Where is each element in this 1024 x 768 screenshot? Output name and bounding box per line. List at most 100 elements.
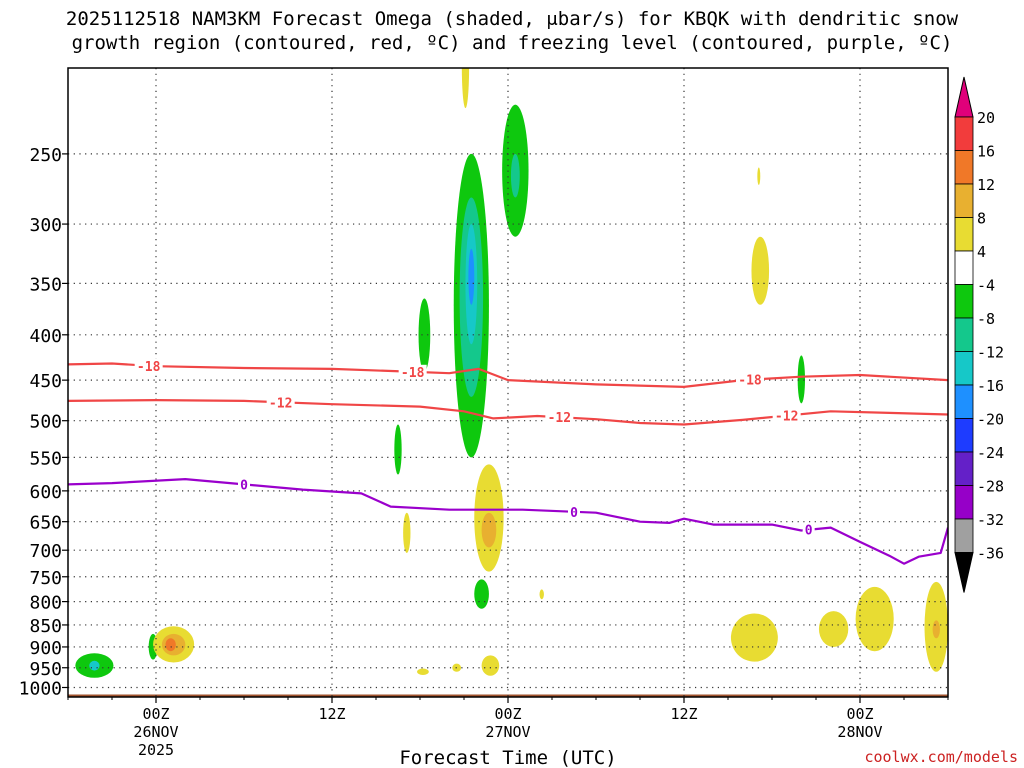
colorbar-label-12: 12 (977, 176, 995, 194)
y-tick-label-800: 800 (29, 593, 62, 614)
omega-region-6 (461, 68, 470, 109)
y-tick-label-1000: 1000 (19, 678, 62, 699)
colorbar-segment-7 (954, 317, 974, 352)
x-tick-label-48-1: 28NOV (837, 723, 882, 741)
y-tick-label-350: 350 (29, 274, 62, 295)
x-tick-label-48-0: 00Z (846, 705, 873, 723)
colorbar-segment-4 (954, 217, 974, 252)
colorbar-label--24: -24 (977, 444, 1004, 462)
omega-region-19 (539, 589, 544, 600)
colorbar-segment-5 (954, 250, 974, 285)
colorbar-label--20: -20 (977, 411, 1004, 429)
colorbar-segment-10 (954, 418, 974, 453)
isotherm-label-1-1: -12 (548, 411, 571, 426)
x-tick-label-24-0: 00Z (494, 705, 521, 723)
colorbar-segment-13 (954, 518, 974, 553)
omega-region-26 (797, 355, 805, 404)
colorbar-label-16: 16 (977, 143, 995, 161)
omega-region-12 (394, 424, 402, 475)
y-tick-label-450: 450 (29, 371, 62, 392)
colorbar-label-20: 20 (977, 109, 995, 127)
y-tick-label-500: 500 (29, 412, 62, 433)
colorbar-segment-6 (954, 284, 974, 319)
omega-region-10 (468, 248, 475, 305)
y-tick-label-400: 400 (29, 326, 62, 347)
colorbar-segment-1 (954, 116, 974, 151)
isotherm-label-2-0: 0 (240, 478, 248, 493)
omega-region-24 (751, 236, 770, 305)
colorbar-label--32: -32 (977, 511, 1004, 529)
colorbar: 20 16 12 8 4 -4 -8 -12 -16 -20 -24 -28 -32 -36 (954, 76, 1004, 593)
colorbar-segment-12 (954, 485, 974, 520)
isotherm-label-0-2: -18 (738, 374, 762, 389)
isotherm-label-bg-0-1 (398, 364, 427, 379)
x-tick-label-24-1: 27NOV (485, 723, 530, 741)
colorbar-arrow-bottom (954, 552, 974, 593)
watermark: coolwx.com/models (864, 748, 1018, 766)
isotherm-line-0 (68, 362, 948, 388)
colorbar-label--16: -16 (977, 377, 1004, 395)
isotherm-label-0-1: -18 (401, 366, 425, 381)
colorbar-segment-11 (954, 451, 974, 486)
isotherm-label-bg-1-0 (266, 395, 295, 410)
omega-region-20 (481, 655, 500, 676)
colorbar-segment-3 (954, 183, 974, 218)
y-tick-label-600: 600 (29, 482, 62, 503)
omega-region-22 (417, 668, 429, 675)
colorbar-label--28: -28 (977, 478, 1004, 496)
y-tick-label-650: 650 (29, 513, 62, 534)
y-tick-label-950: 950 (29, 659, 62, 680)
x-tick-label-36-0: 12Z (670, 705, 697, 723)
chart-title-line2: growth region (contoured, red, ºC) and f… (71, 32, 953, 54)
colorbar-label--4: -4 (977, 277, 995, 295)
isotherm-line-2 (68, 478, 948, 565)
x-axis-label: Forecast Time (UTC) (399, 747, 616, 768)
isotherm-label-bg-1-1 (545, 410, 574, 425)
isotherm-label-2-1: 0 (570, 506, 578, 521)
colorbar-segment-9 (954, 384, 974, 419)
chart-title-line1: 2025112518 NAM3KM Forecast Omega (shaded… (65, 8, 959, 30)
isotherm-label-bg-2-1 (568, 504, 580, 519)
plot-area: -18 -18 -18 -12 -12 -12 0 0 0 (68, 68, 948, 697)
omega-region-11 (418, 298, 431, 372)
omega-region-5 (165, 638, 176, 652)
y-tick-label-700: 700 (29, 541, 62, 562)
colorbar-segment-8 (954, 351, 974, 386)
isotherm-label-1-0: -12 (269, 396, 292, 411)
y-tick-label-250: 250 (29, 145, 62, 166)
omega-region-23 (730, 613, 778, 662)
omega-region-25 (757, 167, 761, 185)
omega-region-30 (932, 620, 940, 639)
isotherm-label-bg-0-2 (736, 372, 764, 387)
y-tick-label-850: 850 (29, 616, 62, 637)
x-tick-label-0-1: 26NOV (133, 723, 178, 741)
omega-region-28 (855, 586, 894, 652)
x-tick-label-12-0: 12Z (318, 705, 345, 723)
isotherm-label-bg-0-0 (134, 358, 163, 373)
colorbar-segment-2 (954, 150, 974, 185)
y-tick-label-300: 300 (29, 215, 62, 236)
colorbar-label--12: -12 (977, 344, 1004, 362)
omega-region-14 (510, 153, 520, 198)
isotherm-label-1-2: -12 (775, 410, 798, 425)
isotherm-label-bg-2-0 (238, 477, 250, 492)
colorbar-label-4: 4 (977, 243, 986, 261)
colorbar-label-8: 8 (977, 210, 986, 228)
colorbar-arrow-top (954, 76, 974, 118)
omega-region-18 (474, 579, 489, 609)
y-tick-label-750: 750 (29, 568, 62, 589)
colorbar-label--36: -36 (977, 545, 1004, 563)
x-tick-label-0-2: 2025 (138, 741, 174, 759)
y-tick-label-550: 550 (29, 448, 62, 469)
x-tick-label-0-0: 00Z (142, 705, 169, 723)
isotherm-label-bg-1-2 (772, 408, 801, 423)
omega-region-16 (481, 512, 497, 548)
omega-region-17 (403, 512, 411, 553)
colorbar-label--8: -8 (977, 310, 995, 328)
y-tick-label-900: 900 (29, 638, 62, 659)
omega-region-1 (89, 660, 100, 671)
isotherm-label-2-2: 0 (805, 524, 813, 539)
isotherm-label-bg-2-2 (802, 522, 815, 537)
